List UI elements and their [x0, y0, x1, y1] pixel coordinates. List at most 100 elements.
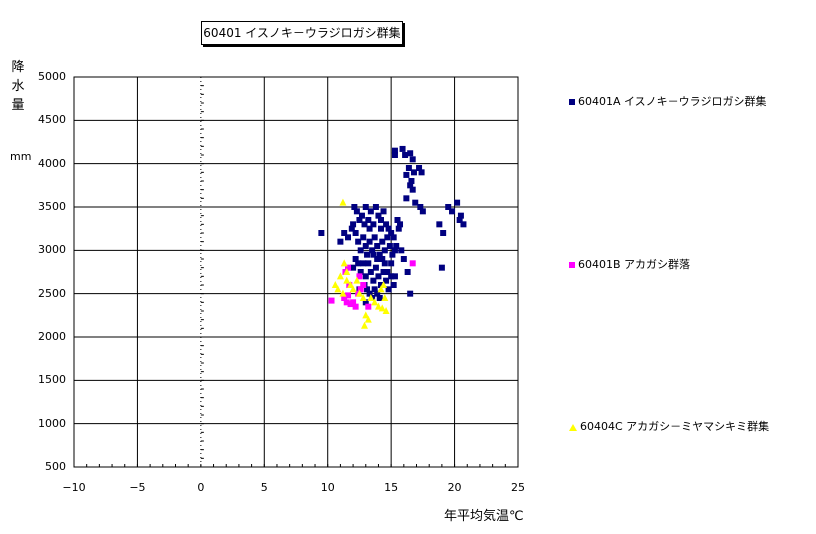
data-point-series-2: [339, 289, 347, 297]
data-point-series-2: [353, 276, 361, 284]
data-point-series-0: [412, 199, 419, 206]
legend-label-c: 60404C アカガシ－ミヤマシキミ群集: [580, 420, 770, 433]
y-axis-unit: mm: [10, 150, 32, 163]
data-point-series-0: [375, 212, 382, 219]
data-point-series-0: [460, 221, 467, 228]
data-point-series-0: [350, 221, 357, 228]
legend-entry-c: 60404C アカガシ－ミヤマシキミ群集: [569, 420, 769, 434]
data-point-series-1: [352, 303, 359, 310]
data-point-series-0: [383, 221, 390, 228]
data-point-series-0: [397, 221, 404, 228]
data-point-series-0: [374, 290, 381, 297]
data-point-series-2: [336, 272, 344, 280]
data-point-series-2: [331, 281, 339, 288]
data-point-series-0: [356, 217, 363, 223]
y-tick-label: 1500: [38, 373, 66, 387]
data-point-series-2: [374, 302, 382, 310]
data-point-series-0: [345, 234, 352, 241]
data-point-series-0: [384, 234, 391, 241]
data-point-series-0: [374, 243, 381, 249]
data-point-series-0: [456, 217, 463, 223]
data-point-series-2: [334, 285, 342, 293]
legend-label-b: 60401B アカガシ群落: [578, 258, 691, 271]
x-tick-label: 15: [384, 481, 399, 494]
data-point-series-0: [361, 221, 368, 228]
data-point-series-0: [351, 204, 358, 210]
x-tick-label: 5: [260, 481, 268, 494]
data-point-series-0: [357, 269, 364, 275]
data-point-series-0: [372, 264, 379, 271]
data-point-series-0: [364, 286, 371, 293]
data-point-series-1: [409, 260, 416, 267]
data-point-series-0: [403, 195, 410, 202]
data-point-series-0: [371, 234, 378, 241]
data-point-series-0: [370, 221, 377, 228]
data-point-series-0: [390, 234, 397, 241]
y-tick-label: 2000: [38, 330, 66, 343]
data-point-series-0: [394, 217, 401, 223]
data-point-series-0: [371, 286, 378, 293]
data-point-series-0: [381, 247, 388, 254]
data-point-series-0: [386, 243, 393, 249]
data-point-series-0: [395, 225, 402, 232]
points-layer: [318, 145, 467, 329]
legend-square-icon: [569, 262, 575, 268]
data-point-series-2: [362, 311, 370, 319]
data-point-series-1: [356, 273, 363, 280]
data-point-series-0: [372, 204, 379, 210]
data-point-series-0: [364, 251, 371, 258]
data-point-series-0: [360, 260, 367, 267]
data-point-series-0: [407, 290, 414, 297]
data-point-series-0: [362, 273, 369, 280]
data-point-series-0: [385, 225, 392, 232]
data-point-series-0: [352, 256, 359, 262]
data-point-series-0: [366, 238, 373, 245]
data-point-series-0: [416, 165, 423, 171]
data-point-series-0: [357, 247, 364, 254]
axis-layer: [73, 76, 519, 468]
data-point-series-2: [371, 298, 379, 306]
data-point-series-2: [364, 315, 372, 323]
y-tick-label: 4000: [38, 156, 66, 170]
data-point-series-0: [370, 277, 377, 284]
data-point-series-2: [380, 281, 388, 288]
data-point-series-0: [362, 299, 369, 306]
data-point-series-0: [337, 238, 344, 245]
data-point-series-2: [367, 294, 375, 301]
data-point-series-0: [410, 169, 417, 176]
y-tick-label: 4500: [38, 113, 66, 127]
data-point-series-2: [381, 294, 389, 301]
data-point-series-0: [348, 225, 355, 232]
grid-layer: [73, 76, 519, 468]
data-point-series-0: [374, 256, 381, 262]
data-point-series-0: [398, 247, 405, 254]
data-point-series-2: [347, 281, 355, 288]
legend-entry-a: 60401A イスノキ－ウラジロガシ群集: [569, 95, 766, 109]
x-tick-label: 10: [320, 481, 335, 494]
data-point-series-0: [366, 290, 373, 297]
data-point-series-2: [359, 294, 367, 301]
data-point-series-1: [341, 295, 348, 301]
data-point-series-0: [367, 208, 374, 215]
data-point-series-0: [377, 225, 384, 232]
data-point-series-0: [409, 186, 416, 193]
data-point-series-0: [381, 260, 388, 267]
data-point-series-0: [376, 295, 383, 301]
data-point-series-0: [438, 264, 445, 271]
y-tick-label: 2500: [38, 286, 66, 300]
data-point-series-0: [379, 256, 386, 262]
data-point-series-1: [360, 282, 367, 288]
data-point-series-0: [440, 230, 447, 236]
legend-label-a: 60401A イスノキ－ウラジロガシ群集: [578, 95, 767, 108]
data-point-series-2: [343, 276, 351, 284]
data-point-series-0: [358, 212, 365, 219]
data-point-series-0: [454, 199, 461, 206]
data-point-series-1: [365, 303, 372, 310]
data-point-series-1: [357, 286, 364, 293]
y-tick-label: 500: [45, 460, 66, 473]
data-point-series-0: [390, 282, 397, 288]
y-tick-label: 3500: [38, 200, 66, 213]
data-point-series-0: [393, 243, 400, 249]
data-point-series-0: [318, 230, 325, 236]
